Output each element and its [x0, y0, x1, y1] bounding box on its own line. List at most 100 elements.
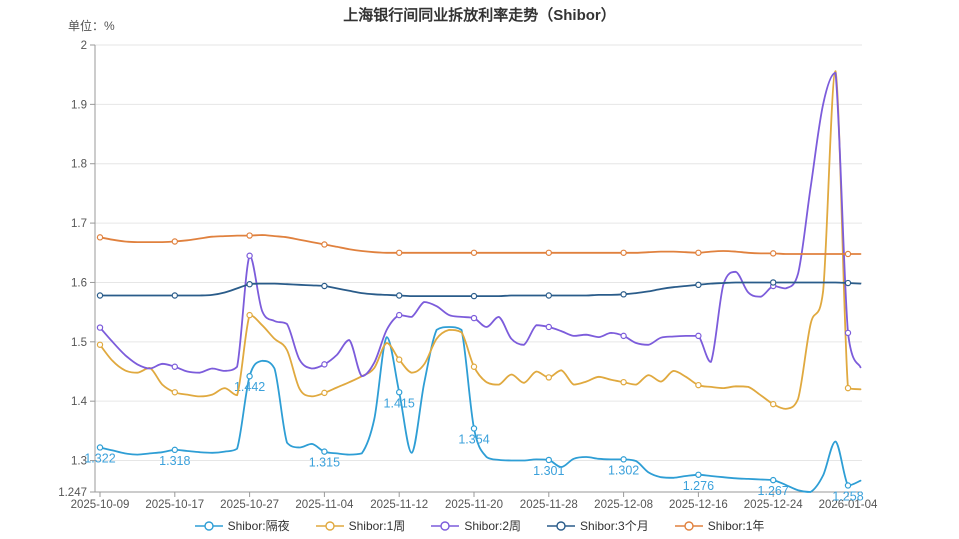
x-axis-tick-label: 2025-10-27 [220, 499, 279, 511]
y-axis-tick-label: 1.7 [71, 218, 87, 230]
data-point-marker-shibor- [396, 389, 403, 396]
legend-marker-icon [315, 520, 344, 531]
data-point-marker-shibor-1- [246, 311, 253, 319]
data-point-label: 1.318 [159, 454, 190, 468]
data-point-marker-shibor-2- [321, 361, 328, 368]
data-point-marker-shibor-2- [96, 324, 104, 331]
x-axis-tick-label: 2025-11-20 [445, 499, 503, 511]
data-point-marker-shibor-1- [470, 363, 478, 370]
legend-item-shibor-3-[interactable]: Shibor:3个月 [547, 517, 649, 534]
data-point-marker-shibor-1- [620, 378, 627, 386]
data-point-marker-shibor-3- [246, 281, 253, 288]
x-axis-tick-label: 2025-11-04 [295, 499, 354, 511]
legend-item-shibor-[interactable]: Shibor:隔夜 [194, 517, 290, 534]
x-axis-tick-label: 2025-10-17 [145, 499, 204, 511]
x-axis-tick-label: 2025-10-09 [71, 499, 130, 511]
data-point-marker-shibor-3- [171, 292, 178, 299]
data-point-marker-shibor-2- [695, 332, 702, 340]
data-point-marker-shibor- [620, 456, 627, 463]
legend-marker-icon [431, 520, 460, 531]
data-point-marker-shibor-2- [396, 311, 403, 319]
data-point-label: 1.258 [832, 489, 863, 503]
data-point-marker-shibor-3- [96, 292, 104, 299]
data-point-marker-shibor-3- [695, 281, 702, 289]
data-point-marker-shibor-1- [171, 238, 178, 245]
data-point-label: 1.267 [758, 484, 789, 498]
data-point-marker-shibor-1- [396, 249, 403, 256]
data-point-marker-shibor-1- [321, 241, 328, 248]
data-point-marker-shibor-3- [470, 292, 478, 300]
data-point-marker-shibor-3- [844, 279, 852, 287]
data-point-marker-shibor-1- [396, 356, 403, 363]
data-point-label: 1.276 [683, 479, 714, 493]
legend-marker-icon [194, 520, 223, 531]
legend-marker-icon [547, 520, 576, 531]
series-line-shibor-2- [99, 72, 862, 378]
y-axis-tick-label: 1.9 [71, 99, 87, 111]
y-axis-tick-label: 1.4 [71, 396, 88, 408]
data-point-marker-shibor-3- [620, 291, 627, 298]
legend-item-shibor-2-[interactable]: Shibor:2周 [431, 517, 521, 534]
data-point-marker-shibor- [844, 482, 852, 489]
y-axis-tick-label: 1.5 [71, 337, 87, 349]
y-axis-tick-label: 2 [81, 40, 87, 52]
data-point-marker-shibor-2- [620, 332, 627, 340]
legend-item-shibor-1-[interactable]: Shibor:1年 [674, 517, 765, 534]
legend-label: Shibor:隔夜 [227, 519, 290, 533]
legend-marker-icon [674, 520, 703, 531]
x-axis-tick-label: 2025-12-16 [669, 499, 728, 511]
series-line-shibor-1- [99, 70, 862, 410]
data-point-marker-shibor- [470, 425, 478, 432]
data-point-label: 1.442 [234, 380, 265, 394]
data-point-marker-shibor-2- [844, 329, 852, 337]
data-point-label: 1.354 [458, 432, 489, 446]
y-axis-tick-label: 1.6 [71, 277, 87, 289]
x-axis-tick-label: 2025-11-12 [370, 499, 428, 511]
series-line-shibor-3- [99, 281, 862, 297]
data-point-marker-shibor-1- [770, 400, 777, 408]
legend-label: Shibor:2周 [464, 519, 522, 533]
legend-label: Shibor:1周 [348, 519, 406, 533]
data-point-marker-shibor-2- [171, 363, 178, 370]
data-point-label: 1.415 [384, 396, 415, 410]
data-point-label: 1.315 [309, 456, 340, 470]
legend-label: Shibor:1年 [707, 519, 765, 533]
data-point-marker-shibor-1- [695, 249, 702, 256]
series-line-shibor-1- [99, 234, 862, 255]
y-axis-tick-label: 1.3 [71, 456, 87, 468]
data-point-marker-shibor-3- [770, 279, 777, 286]
data-point-marker-shibor-1- [770, 250, 777, 257]
data-point-marker-shibor-1- [695, 381, 702, 389]
chart-title: 上海银行间同业拆放利率走势（Shibor） [343, 7, 616, 24]
data-point-marker-shibor-2- [246, 252, 253, 259]
data-point-marker-shibor-1- [470, 249, 478, 256]
x-axis-tick-label: 2025-11-28 [520, 499, 578, 511]
data-point-marker-shibor-1- [96, 341, 104, 348]
data-point-marker-shibor- [96, 444, 104, 451]
data-point-marker-shibor-1- [545, 374, 553, 381]
data-point-marker-shibor- [545, 456, 553, 464]
data-point-marker-shibor-2- [545, 323, 553, 331]
chart-legend: Shibor:隔夜 Shibor:1周 Shibor:2周 Shibor:3个月 Shi… [0, 517, 959, 534]
data-point-label: 1.322 [84, 451, 115, 465]
data-point-marker-shibor-1- [545, 249, 553, 256]
data-point-marker-shibor-1- [246, 232, 253, 239]
data-point-marker-shibor- [171, 446, 178, 454]
legend-item-shibor-1-[interactable]: Shibor:1周 [315, 517, 406, 534]
data-point-marker-shibor-3- [396, 292, 403, 299]
data-point-marker-shibor-1- [844, 384, 852, 392]
data-point-marker-shibor-1- [844, 250, 852, 258]
legend-label: Shibor:3个月 [580, 519, 649, 533]
y-axis-tick-label: 1.8 [71, 159, 87, 171]
x-axis-tick-label: 2026-01-04 [819, 499, 878, 511]
data-point-marker-shibor- [695, 471, 702, 478]
data-point-marker-shibor- [770, 476, 777, 484]
data-point-marker-shibor- [246, 373, 253, 380]
data-point-marker-shibor-1- [171, 389, 178, 396]
data-point-marker-shibor-3- [545, 292, 553, 299]
y-axis-unit-label: 单位：% [68, 19, 115, 33]
data-point-marker-shibor-1- [321, 389, 328, 397]
data-point-label: 1.302 [608, 463, 639, 477]
